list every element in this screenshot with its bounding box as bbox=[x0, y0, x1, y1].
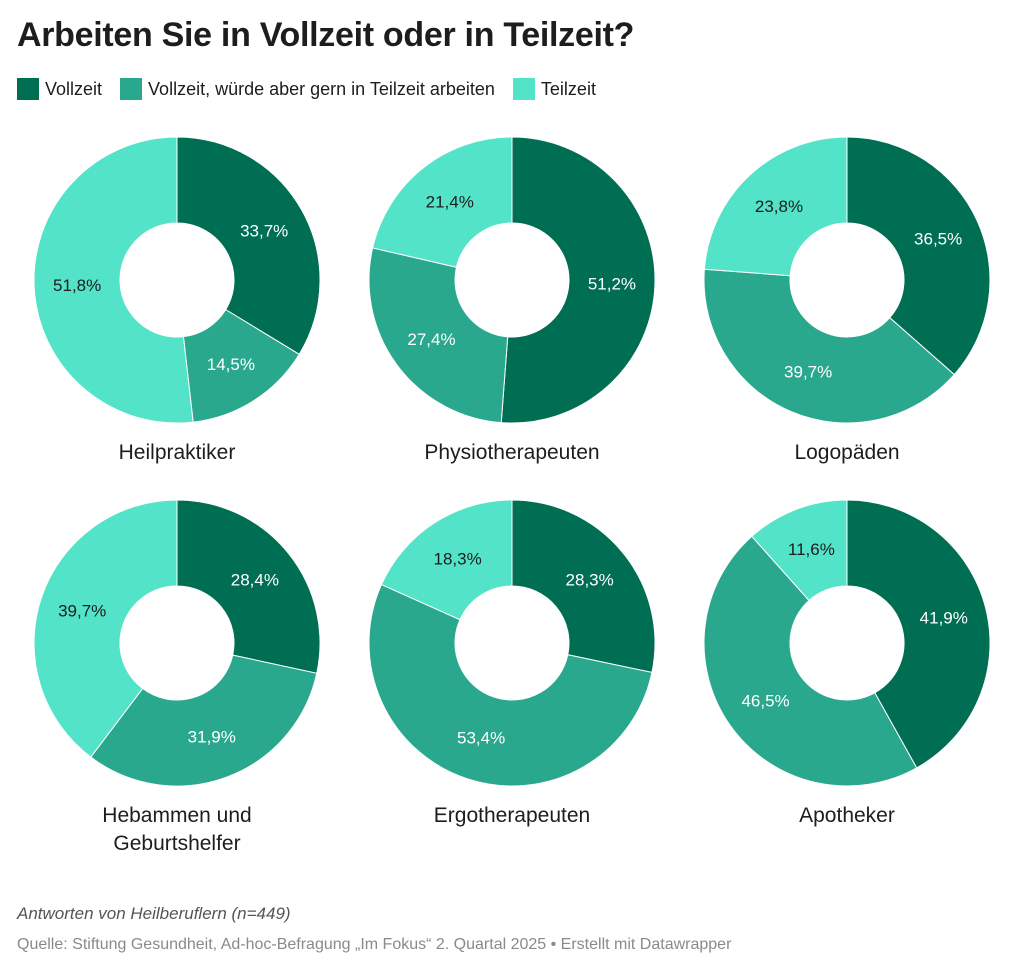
legend-label-vollzeit-wunsch-teilzeit: Vollzeit, würde aber gern in Teilzeit ar… bbox=[148, 78, 495, 99]
donut-slice-teilzeit bbox=[33, 136, 194, 424]
donut-slice-vollzeit-wunsch-teilzeit bbox=[703, 535, 918, 787]
slice-value-label-vollzeit: 51,2% bbox=[588, 274, 636, 293]
donut-slice-vollzeit-wunsch-teilzeit bbox=[368, 247, 509, 424]
donut-slice-teilzeit bbox=[751, 499, 848, 602]
donut-slice-teilzeit bbox=[33, 499, 178, 758]
donut-chart-heilpraktiker: 33,7% 14,5% 51,8% Heilpraktiker bbox=[17, 128, 337, 467]
legend-label-vollzeit: Vollzeit bbox=[45, 78, 103, 99]
donut-chart-ergotherapeuten: 28,3% 53,4% 18,3% Ergotherapeuten bbox=[352, 491, 672, 830]
donut-chart-hebammen: 28,4% 31,9% 39,7% Hebammen und Geburtshelf… bbox=[17, 491, 337, 858]
legend: Vollzeit Vollzeit, würde aber gern in Te… bbox=[17, 78, 614, 100]
chart-notes: Antworten von Heilberuflern (n=449) bbox=[17, 904, 291, 923]
chart-label: Heilpraktiker bbox=[118, 441, 236, 464]
slice-value-label-vollzeit: 28,3% bbox=[566, 570, 614, 589]
donut-chart-apotheker: 41,9% 46,5% 11,6% Apotheker bbox=[687, 491, 1007, 830]
slice-value-label-vollzeit: 33,7% bbox=[240, 222, 288, 241]
donut-svg: 41,9% 46,5% 11,6% bbox=[703, 499, 991, 787]
donut-slice-vollzeit bbox=[176, 136, 321, 356]
donut-svg: 28,3% 53,4% 18,3% bbox=[368, 499, 656, 787]
chart-label: Hebammen und Geburtshelfer bbox=[102, 804, 252, 855]
slice-value-label-teilzeit: 18,3% bbox=[434, 550, 482, 569]
chart-source: Quelle: Stiftung Gesundheit, Ad-hoc-Befr… bbox=[17, 936, 732, 953]
donut-slice-vollzeit bbox=[846, 499, 991, 769]
donut-slice-teilzeit bbox=[380, 499, 513, 621]
chart-label: Physiotherapeuten bbox=[424, 441, 600, 464]
legend-item-teilzeit: Teilzeit bbox=[512, 78, 596, 100]
slice-value-label-vollzeit-wunsch-teilzeit: 27,4% bbox=[407, 330, 455, 349]
legend-swatch-vollzeit-wunsch-teilzeit bbox=[120, 78, 143, 100]
slice-value-label-vollzeit: 36,5% bbox=[914, 229, 962, 248]
donut-svg: 36,5% 39,7% 23,8% bbox=[703, 136, 991, 424]
donut-slice-vollzeit bbox=[511, 499, 656, 674]
donut-slice-vollzeit bbox=[846, 136, 991, 376]
donut-svg: 51,2% 27,4% 21,4% bbox=[368, 136, 656, 424]
slice-value-label-vollzeit-wunsch-teilzeit: 46,5% bbox=[741, 692, 789, 711]
donut-slice-vollzeit-wunsch-teilzeit bbox=[182, 308, 300, 423]
donut-slice-teilzeit bbox=[703, 136, 848, 277]
slice-value-label-teilzeit: 23,8% bbox=[755, 197, 803, 216]
donut-slice-vollzeit-wunsch-teilzeit bbox=[368, 583, 653, 787]
slice-value-label-teilzeit: 11,6% bbox=[788, 540, 835, 559]
donut-slice-vollzeit-wunsch-teilzeit bbox=[90, 654, 318, 787]
slice-value-label-vollzeit-wunsch-teilzeit: 39,7% bbox=[784, 363, 832, 382]
legend-item-vollzeit: Vollzeit bbox=[17, 78, 102, 100]
donut-chart-logopaeden: 36,5% 39,7% 23,8% Logopäden bbox=[687, 128, 1007, 467]
chart-label: Ergotherapeuten bbox=[433, 804, 591, 827]
donut-slice-vollzeit-wunsch-teilzeit bbox=[703, 268, 955, 424]
donut-svg: 28,4% 31,9% 39,7% bbox=[33, 499, 321, 787]
donut-slice-vollzeit bbox=[176, 499, 321, 674]
legend-item-vollzeit-wunsch-teilzeit: Vollzeit, würde aber gern in Teilzeit ar… bbox=[120, 78, 495, 100]
legend-swatch-teilzeit bbox=[512, 78, 535, 100]
donut-chart-physiotherapeuten: 51,2% 27,4% 21,4% Physiotherapeuten bbox=[352, 128, 672, 467]
chart-label: Logopäden bbox=[794, 441, 900, 464]
donut-svg: 33,7% 14,5% 51,8% bbox=[33, 136, 321, 424]
slice-value-label-vollzeit: 28,4% bbox=[231, 571, 279, 590]
legend-swatch-vollzeit bbox=[17, 78, 39, 100]
donut-slice-teilzeit bbox=[372, 136, 513, 268]
chart-label: Apotheker bbox=[799, 804, 895, 827]
slice-value-label-teilzeit: 51,8% bbox=[53, 276, 101, 295]
donut-slice-vollzeit bbox=[500, 136, 656, 424]
slice-value-label-vollzeit-wunsch-teilzeit: 14,5% bbox=[207, 355, 255, 374]
chart-title: Arbeiten Sie in Vollzeit oder in Teilzei… bbox=[17, 16, 635, 54]
slice-value-label-vollzeit: 41,9% bbox=[920, 608, 968, 627]
slice-value-label-teilzeit: 21,4% bbox=[426, 192, 474, 211]
legend-label-teilzeit: Teilzeit bbox=[540, 78, 596, 99]
slice-value-label-vollzeit-wunsch-teilzeit: 53,4% bbox=[457, 729, 505, 748]
slice-value-label-teilzeit: 39,7% bbox=[58, 602, 106, 621]
slice-value-label-vollzeit-wunsch-teilzeit: 31,9% bbox=[188, 727, 236, 746]
